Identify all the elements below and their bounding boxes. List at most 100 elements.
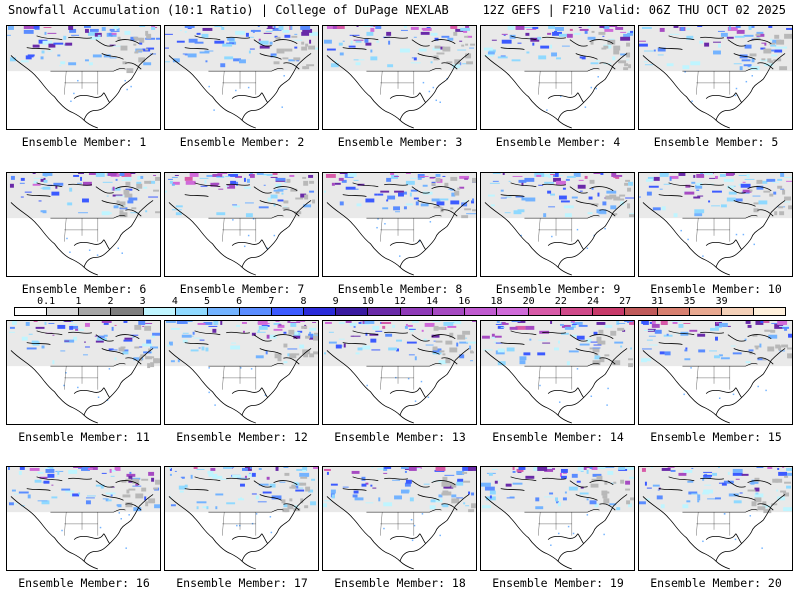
colorbar-segment <box>721 308 754 315</box>
ensemble-member-map <box>164 320 319 425</box>
ensemble-member-map <box>6 320 161 425</box>
ensemble-member-label: Ensemble Member: 7 <box>179 282 305 296</box>
colorbar-segment <box>368 308 401 315</box>
ensemble-member-label: Ensemble Member: 17 <box>176 576 308 590</box>
colorbar-tick-label: 16 <box>458 296 471 307</box>
colorbar-tick-label: 20 <box>522 296 535 307</box>
colorbar-tick-label: 39 <box>715 296 728 307</box>
snowfall-map <box>165 321 318 424</box>
ensemble-member-map <box>638 466 793 571</box>
ensemble-member-label: Ensemble Member: 16 <box>18 576 150 590</box>
colorbar-segment <box>657 308 690 315</box>
snowfall-map <box>639 467 792 570</box>
colorbar-tick-label: 22 <box>554 296 567 307</box>
colorbar-tick-label: 0.1 <box>37 296 56 307</box>
colorbar-segment <box>79 308 112 315</box>
snowfall-map <box>323 173 476 276</box>
ensemble-member-label: Ensemble Member: 13 <box>334 430 466 444</box>
colorbar-tick-label: 8 <box>300 296 307 307</box>
ensemble-member-label: Ensemble Member: 3 <box>337 135 463 149</box>
colorbar-segment <box>143 308 176 315</box>
colorbar-segment <box>464 308 497 315</box>
colorbar-segment <box>593 308 626 315</box>
ensemble-member-label: Ensemble Member: 9 <box>495 282 621 296</box>
colorbar-segment <box>496 308 529 315</box>
snowfall-map <box>323 26 476 129</box>
snowfall-map <box>7 467 160 570</box>
snowfall-map <box>323 467 476 570</box>
ensemble-member-map <box>638 25 793 130</box>
colorbar-tick-label: 1 <box>75 296 82 307</box>
colorbar-tick-label: 35 <box>683 296 696 307</box>
ensemble-member-map <box>322 466 477 571</box>
ensemble-member-map <box>6 172 161 277</box>
ensemble-member-label: Ensemble Member: 8 <box>337 282 463 296</box>
ensemble-member-label: Ensemble Member: 14 <box>492 430 624 444</box>
ensemble-member-map <box>480 25 635 130</box>
colorbar-tick-label: 2 <box>107 296 114 307</box>
snowfall-map <box>639 321 792 424</box>
colorbar-segment <box>111 308 144 315</box>
colorbar-segment <box>561 308 594 315</box>
snowfall-map <box>7 26 160 129</box>
ensemble-member-label: Ensemble Member: 6 <box>21 282 147 296</box>
snowfall-map <box>639 26 792 129</box>
ensemble-member-map <box>164 172 319 277</box>
ensemble-member-label: Ensemble Member: 1 <box>21 135 147 149</box>
ensemble-member-label: Ensemble Member: 2 <box>179 135 305 149</box>
ensemble-member-label: Ensemble Member: 18 <box>334 576 466 590</box>
colorbar-labels: 0.1 1 2 3 4 5 6 7 8 9 10 12 14 16 18 20 22 24 27 31 35 39 <box>14 296 786 307</box>
ensemble-member-label: Ensemble Member: 10 <box>650 282 782 296</box>
colorbar-segment <box>400 308 433 315</box>
snowfall-map <box>7 321 160 424</box>
colorbar-tick-label: 31 <box>651 296 664 307</box>
colorbar-tick-label: 9 <box>332 296 339 307</box>
ensemble-member-map <box>322 320 477 425</box>
colorbar-tick-label: 24 <box>586 296 600 307</box>
colorbar-segment <box>175 308 208 315</box>
snowfall-map <box>481 321 634 424</box>
ensemble-member-map <box>6 25 161 130</box>
model-run-valid-time: 12Z GEFS | F210 Valid: 06Z THU OCT 02 20… <box>482 3 786 17</box>
snowfall-map <box>481 467 634 570</box>
ensemble-member-label: Ensemble Member: 4 <box>495 135 621 149</box>
ensemble-member-label: Ensemble Member: 15 <box>650 430 782 444</box>
colorbar-tick-label: 27 <box>619 296 632 307</box>
ensemble-member-map <box>322 172 477 277</box>
colorbar-segment <box>239 308 272 315</box>
colorbar-segment <box>689 308 722 315</box>
ensemble-member-label: Ensemble Member: 19 <box>492 576 624 590</box>
snowfall-map <box>481 173 634 276</box>
colorbar-segment <box>207 308 240 315</box>
ensemble-member-map <box>164 466 319 571</box>
ensemble-member-label: Ensemble Member: 20 <box>650 576 782 590</box>
snowfall-map <box>165 26 318 129</box>
ensemble-member-map <box>480 320 635 425</box>
snowfall-map <box>323 321 476 424</box>
ensemble-member-map <box>638 320 793 425</box>
colorbar-segment <box>47 308 80 315</box>
colorbar-tick-label: 12 <box>393 296 407 307</box>
ensemble-member-map <box>6 466 161 571</box>
colorbar-tick-label: 6 <box>236 296 243 307</box>
colorbar-segment <box>432 308 465 315</box>
colorbar-segment <box>336 308 369 315</box>
colorbar-segment <box>304 308 337 315</box>
colorbar-tick-label: 3 <box>139 296 146 307</box>
snowfall-colorbar <box>14 307 786 316</box>
map-title: Snowfall Accumulation (10:1 Ratio) | Col… <box>8 3 449 17</box>
colorbar-tick-label: 4 <box>171 296 178 307</box>
ensemble-member-label: Ensemble Member: 12 <box>176 430 308 444</box>
colorbar-tick-label: 10 <box>361 296 374 307</box>
ensemble-member-map <box>638 172 793 277</box>
snowfall-map <box>481 26 634 129</box>
ensemble-member-map <box>480 466 635 571</box>
ensemble-member-map <box>164 25 319 130</box>
colorbar-segment <box>529 308 562 315</box>
colorbar-tick-label: 5 <box>203 296 211 307</box>
snowfall-map <box>165 173 318 276</box>
colorbar-tick-label: 14 <box>426 296 439 307</box>
colorbar-tick-label: 7 <box>268 296 275 307</box>
ensemble-member-map <box>322 25 477 130</box>
colorbar-segment <box>272 308 305 315</box>
